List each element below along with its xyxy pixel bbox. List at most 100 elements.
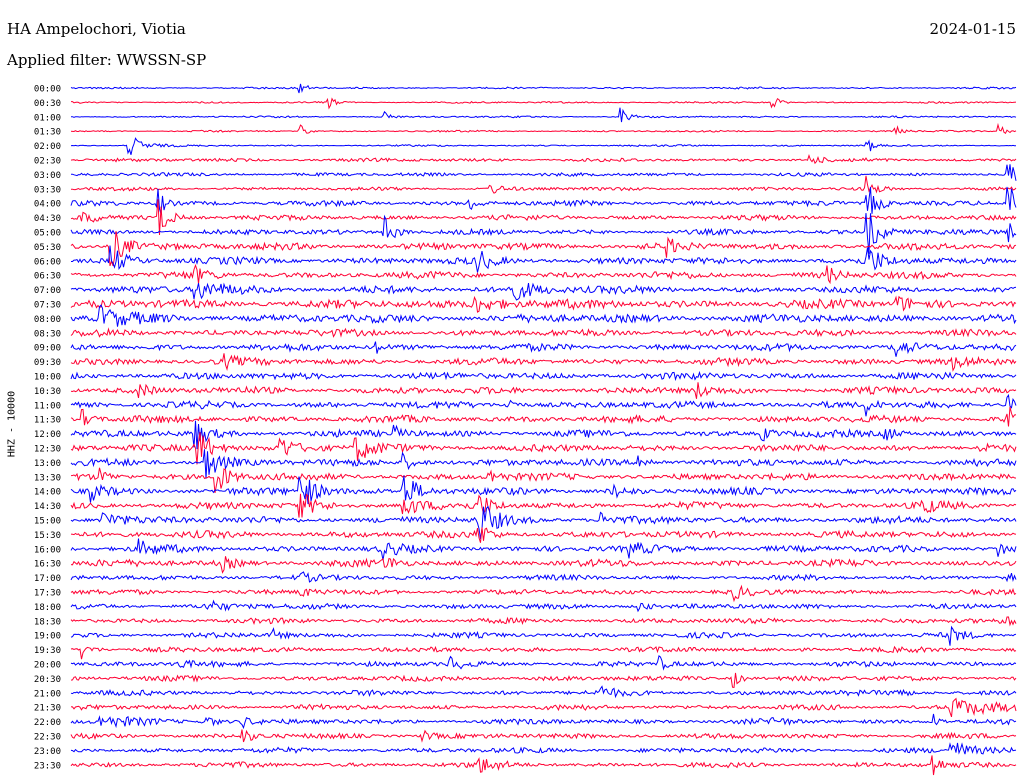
trace-line	[70, 231, 1017, 267]
row-time-label: 02:30	[34, 157, 61, 167]
trace-line	[71, 97, 1017, 110]
trace-line	[70, 599, 1017, 613]
row-time-label: 13:30	[34, 473, 61, 483]
row-time-label: 19:30	[34, 646, 61, 656]
row-time-label: 12:00	[34, 430, 61, 440]
row-time-label: 14:00	[34, 488, 61, 498]
trace-line	[70, 672, 1017, 688]
row-time-label: 20:30	[34, 675, 61, 685]
trace-line	[70, 382, 1017, 399]
trace-line	[70, 263, 1017, 285]
row-time-label: 02:00	[34, 142, 61, 152]
trace-line	[70, 304, 1017, 327]
trace-line	[70, 625, 1017, 646]
row-time-label: 22:30	[34, 733, 61, 743]
row-time-label: 17:30	[34, 589, 61, 599]
trace-line	[70, 199, 1017, 236]
trace-line	[70, 697, 1017, 718]
trace-line	[70, 655, 1017, 671]
row-time-label: 23:30	[34, 761, 61, 771]
trace-line	[70, 527, 1017, 543]
row-time-label: 05:30	[34, 243, 61, 253]
trace-line	[70, 393, 1017, 417]
row-time-label: 04:30	[34, 214, 61, 224]
trace-line	[70, 505, 1017, 540]
row-time-label: 11:30	[34, 416, 61, 426]
trace-line	[70, 341, 1017, 357]
row-time-label: 05:00	[34, 229, 61, 239]
trace-line	[70, 538, 1017, 561]
trace-line	[70, 164, 1017, 181]
trace-line	[70, 556, 1017, 574]
row-time-label: 09:30	[34, 358, 61, 368]
row-time-label: 06:30	[34, 272, 61, 282]
row-time-label: 00:00	[34, 85, 61, 95]
trace-line	[70, 353, 1017, 372]
trace-line	[70, 154, 1017, 165]
trace-line	[71, 245, 1017, 273]
trace-line	[70, 584, 1017, 603]
row-time-label: 23:00	[34, 747, 61, 757]
row-time-label: 07:00	[34, 286, 61, 296]
row-time-label: 06:00	[34, 257, 61, 267]
trace-line	[70, 475, 1017, 505]
trace-line	[70, 122, 1017, 136]
trace-line	[70, 571, 1017, 583]
row-time-label: 08:00	[34, 315, 61, 325]
trace-line	[70, 137, 1017, 155]
trace-line	[70, 616, 1017, 627]
row-time-label: 01:00	[34, 113, 61, 123]
row-time-label: 11:00	[34, 401, 61, 411]
row-time-label: 18:30	[34, 617, 61, 627]
row-time-label: 17:00	[34, 574, 61, 584]
trace-line	[71, 107, 1017, 123]
row-time-label: 21:00	[34, 689, 61, 699]
row-time-label: 19:00	[34, 632, 61, 642]
row-time-label: 20:00	[34, 661, 61, 671]
trace-line	[70, 370, 1017, 382]
row-time-label: 12:30	[34, 445, 61, 455]
trace-line	[70, 685, 1017, 699]
trace-line	[70, 186, 1017, 215]
row-time-label: 13:00	[34, 459, 61, 469]
trace-line	[70, 432, 1017, 465]
row-time-label: 03:30	[34, 185, 61, 195]
trace-line	[70, 645, 1017, 660]
row-time-label: 15:00	[34, 517, 61, 527]
row-time-label: 00:30	[34, 99, 61, 109]
trace-line	[70, 493, 1017, 518]
row-time-label: 03:00	[34, 171, 61, 181]
row-time-label: 15:30	[34, 531, 61, 541]
trace-line	[70, 742, 1017, 755]
row-time-label: 09:00	[34, 344, 61, 354]
trace-line	[70, 467, 1017, 493]
trace-line	[70, 420, 1017, 450]
record-date: 2024-01-15	[929, 20, 1016, 38]
row-time-label: 01:30	[34, 128, 61, 138]
station-title: HA Ampelochori, Viotia	[7, 20, 186, 38]
row-time-label: 08:30	[34, 329, 61, 339]
trace-line	[70, 327, 1017, 338]
row-time-label: 18:00	[34, 603, 61, 613]
trace-line	[70, 83, 1017, 94]
row-time-label: 21:30	[34, 704, 61, 714]
trace-line	[70, 713, 1017, 730]
row-time-label: 22:00	[34, 718, 61, 728]
trace-line	[70, 449, 1017, 479]
trace-line	[70, 295, 1017, 313]
trace-line	[70, 755, 1017, 776]
trace-line	[70, 406, 1017, 427]
row-time-label: 16:00	[34, 545, 61, 555]
trace-line	[70, 213, 1017, 254]
trace-line	[70, 282, 1017, 301]
row-time-label: 14:30	[34, 502, 61, 512]
row-time-label: 10:00	[34, 373, 61, 383]
trace-line	[70, 175, 1017, 194]
row-time-label: 07:30	[34, 301, 61, 311]
row-time-label: 16:30	[34, 560, 61, 570]
filter-label: Applied filter: WWSSN-SP	[7, 51, 207, 69]
row-time-label: 04:00	[34, 200, 61, 210]
row-time-label: 10:30	[34, 387, 61, 397]
